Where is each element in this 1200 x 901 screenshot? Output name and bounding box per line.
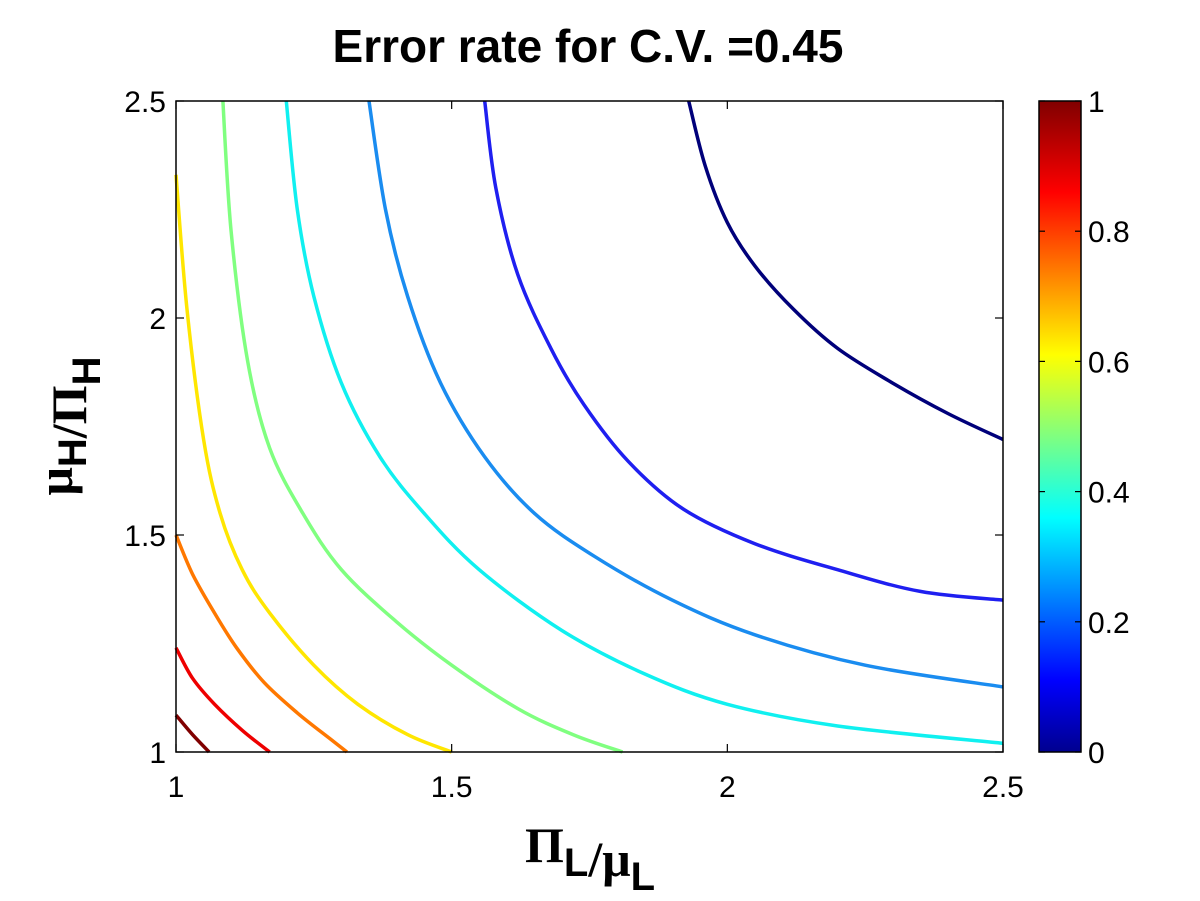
contour-line-2 bbox=[174, 534, 349, 754]
contour-line-4 bbox=[221, 100, 624, 754]
colorbar-tick-label: 0.2 bbox=[1088, 607, 1130, 640]
contour-line-7 bbox=[482, 100, 1004, 602]
contour-line-0 bbox=[174, 713, 211, 754]
contour-line-3 bbox=[174, 174, 453, 754]
x-tick-label: 2 bbox=[719, 771, 736, 804]
contour-line-8 bbox=[687, 100, 1004, 442]
y-tick-label: 1.5 bbox=[124, 520, 166, 553]
colorbar-ticks: 0 0.2 0.4 0.6 0.8 1 bbox=[1039, 86, 1130, 770]
y-axis-ticks: 1 1.5 2 2.5 bbox=[124, 86, 1003, 770]
colorbar-gradient bbox=[1038, 100, 1082, 753]
colorbar-tick-label: 0.8 bbox=[1088, 216, 1130, 249]
chart-title: Error rate for C.V. =0.45 bbox=[333, 20, 844, 72]
x-tick-label: 2.5 bbox=[982, 771, 1024, 804]
colorbar: 0 0.2 0.4 0.6 0.8 1 bbox=[1038, 86, 1130, 770]
x-tick-label: 1.5 bbox=[431, 771, 473, 804]
plot-area: 1 1.5 2 2.5 1 1.5 2 2.5 bbox=[124, 86, 1024, 804]
y-tick-label: 1 bbox=[149, 737, 166, 770]
x-axis-label: ΠL/μL bbox=[525, 817, 655, 899]
svg-text:μH/ΠH: μH/ΠH bbox=[27, 357, 109, 496]
svg-text:ΠL/μL: ΠL/μL bbox=[525, 817, 655, 899]
y-axis-label: μH/ΠH bbox=[27, 357, 109, 496]
colorbar-tick-label: 0.4 bbox=[1088, 477, 1130, 510]
y-tick-label: 2 bbox=[149, 303, 166, 336]
colorbar-tick-label: 0 bbox=[1088, 737, 1105, 770]
contour-line-5 bbox=[284, 100, 1004, 746]
colorbar-tick-label: 1 bbox=[1088, 86, 1105, 119]
x-tick-label: 1 bbox=[168, 771, 185, 804]
x-axis-ticks: 1 1.5 2 2.5 bbox=[168, 101, 1024, 804]
contour-lines bbox=[174, 100, 1004, 754]
contour-line-6 bbox=[367, 100, 1004, 689]
colorbar-tick-label: 0.6 bbox=[1088, 346, 1130, 379]
contour-line-1 bbox=[174, 646, 271, 754]
y-tick-label: 2.5 bbox=[124, 86, 166, 119]
